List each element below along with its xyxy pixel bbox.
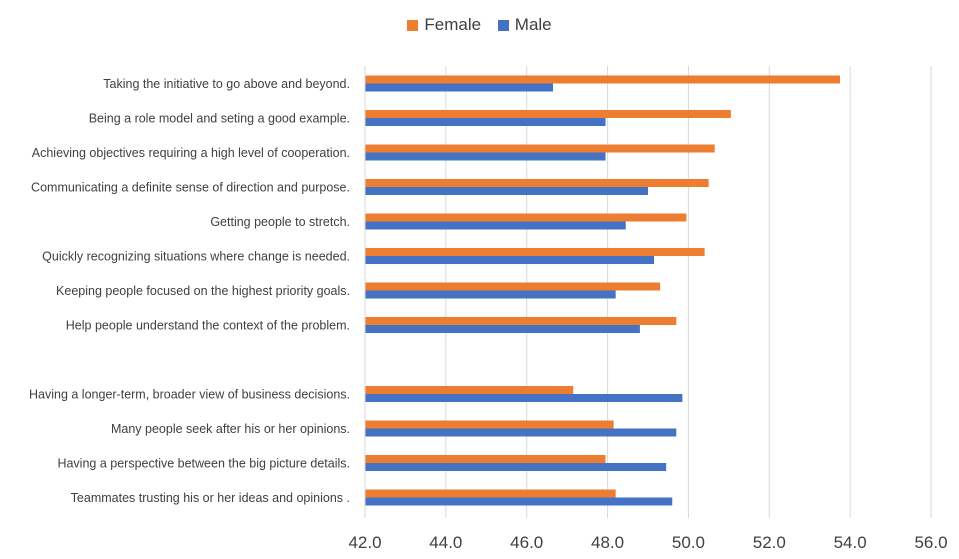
female-bar: [365, 213, 687, 222]
female-bar: [365, 489, 616, 498]
male-bar: [365, 497, 673, 506]
female-bar: [365, 248, 705, 256]
category-label: Quickly recognizing situations where cha…: [42, 250, 350, 264]
female-bar: [365, 455, 606, 463]
female-bar: [365, 420, 614, 429]
female-bar: [365, 282, 661, 291]
category-label: Keeping people focused on the highest pr…: [56, 284, 350, 298]
x-tick-label: 44.0: [429, 533, 462, 552]
category-label: Having a longer-term, broader view of bu…: [29, 388, 350, 402]
x-tick-label: 48.0: [591, 533, 624, 552]
category-label: Taking the initiative to go above and be…: [103, 77, 350, 91]
x-tick-label: 56.0: [914, 533, 947, 552]
male-bar: [365, 290, 616, 299]
x-tick-label: 46.0: [510, 533, 543, 552]
male-bar: [365, 152, 606, 161]
category-label: Teammates trusting his or her ideas and …: [71, 491, 350, 505]
x-tick-label: 42.0: [348, 533, 381, 552]
male-bar: [365, 463, 667, 471]
category-label: Achieving objectives requiring a high le…: [32, 146, 350, 160]
female-bar: [365, 110, 731, 118]
legend-label-male: Male: [514, 15, 552, 34]
legend: Female Male: [0, 15, 959, 35]
category-label: Getting people to stretch.: [210, 215, 350, 229]
category-label: Help people understand the context of th…: [66, 319, 350, 333]
female-swatch-icon: [407, 20, 419, 31]
male-swatch-icon: [497, 20, 509, 31]
male-bar: [365, 83, 553, 92]
female-bar: [365, 75, 841, 84]
male-bar: [365, 394, 683, 402]
male-bar: [365, 256, 655, 264]
category-label: Communicating a definite sense of direct…: [31, 181, 350, 195]
legend-item-male: Male: [497, 15, 552, 35]
female-bar: [365, 179, 709, 187]
male-bar: [365, 325, 640, 333]
legend-item-female: Female: [407, 15, 481, 35]
female-bar: [365, 386, 574, 394]
male-bar: [365, 187, 648, 195]
x-tick-label: 50.0: [672, 533, 705, 552]
category-label: Having a perspective between the big pic…: [57, 457, 350, 471]
male-bar: [365, 118, 606, 126]
female-bar: [365, 317, 677, 325]
x-tick-label: 52.0: [753, 533, 786, 552]
female-bar: [365, 144, 715, 153]
category-label: Being a role model and seting a good exa…: [89, 112, 350, 126]
male-bar: [365, 428, 677, 437]
category-label: Many people seek after his or her opinio…: [111, 422, 350, 436]
x-tick-label: 54.0: [834, 533, 867, 552]
male-bar: [365, 221, 626, 230]
legend-label-female: Female: [424, 15, 482, 34]
